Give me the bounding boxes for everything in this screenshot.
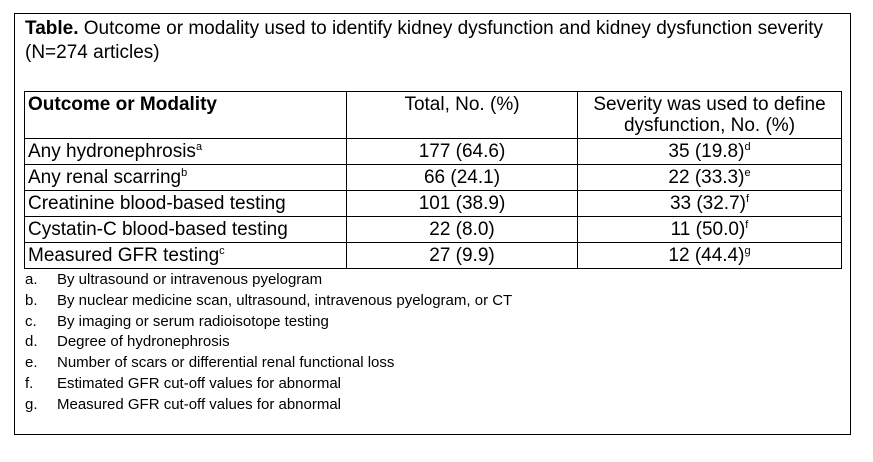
footnote-marker: f [745,193,750,205]
footnote-item: g. Measured GFR cut-off values for abnorm… [25,395,342,413]
caption-label: Table. [25,18,79,39]
total-cell: 22 (8.0) [346,216,578,243]
total-cell: 177 (64.6) [346,138,578,165]
footnote-item: d. Degree of hydronephrosis [25,333,230,351]
table-frame: Table. Outcome or modality used to ident… [14,13,851,435]
severity-cell: 35 (19.8)d [577,138,842,165]
footnote-marker: b [181,167,188,179]
footnote-marker: d [744,141,751,153]
footnote-marker: a [195,141,203,153]
severity-cell: 11 (50.0)f [577,216,842,243]
table-header-row: Outcome or Modality Total, No. (%) Sever… [24,91,842,139]
outcome-cell: Creatinine blood-based testing [24,190,347,217]
table-row: Any renal scarringb 66 (24.1) 22 (33.3)e [24,164,842,191]
table-row: Any hydronephrosisa 177 (64.6) 35 (19.8)… [24,138,842,165]
severity-cell: 12 (44.4)g [577,242,842,269]
footnote-item: f. Estimated GFR cut-off values for abnor… [25,374,342,392]
table-row: Measured GFR testingc 27 (9.9) 12 (44.4)… [24,242,842,269]
column-header-severity: Severity was used to define dysfunction,… [577,91,842,139]
outcome-cell: Any hydronephrosisa [24,138,347,165]
table-caption: Table. Outcome or modality used to ident… [25,17,825,65]
outcome-cell: Any renal scarringb [24,164,347,191]
footnotes: a. By ultrasound or intravenous pyelogram… [25,270,512,416]
table-row: Creatinine blood-based testing 101 (38.9… [24,190,842,217]
footnote-marker: c [219,245,225,257]
footnote-marker: e [744,167,751,179]
footnote-marker: f [745,219,749,231]
severity-cell: 33 (32.7)f [577,190,842,217]
column-header-outcome: Outcome or Modality [24,91,347,139]
column-header-total: Total, No. (%) [346,91,578,139]
total-cell: 66 (24.1) [346,164,578,191]
footnote-item: c. By imaging or serum radioisotope testi… [25,312,329,330]
outcome-cell: Cystatin-C blood-based testing [24,216,347,243]
footnote-marker: g [744,245,751,257]
outcome-table: Outcome or Modality Total, No. (%) Sever… [24,91,842,269]
severity-cell: 22 (33.3)e [577,164,842,191]
total-cell: 101 (38.9) [346,190,578,217]
outcome-cell: Measured GFR testingc [24,242,347,269]
footnote-item: a. By ultrasound or intravenous pyelogram [25,271,323,288]
footnote-item: b. By nuclear medicine scan, ultrasound, … [25,291,513,309]
caption-text: Outcome or modality used to identify kid… [25,18,824,63]
table-row: Cystatin-C blood-based testing 22 (8.0) … [24,216,842,243]
total-cell: 27 (9.9) [346,242,578,269]
footnote-item: e. Number of scars or differential renal … [25,354,395,372]
